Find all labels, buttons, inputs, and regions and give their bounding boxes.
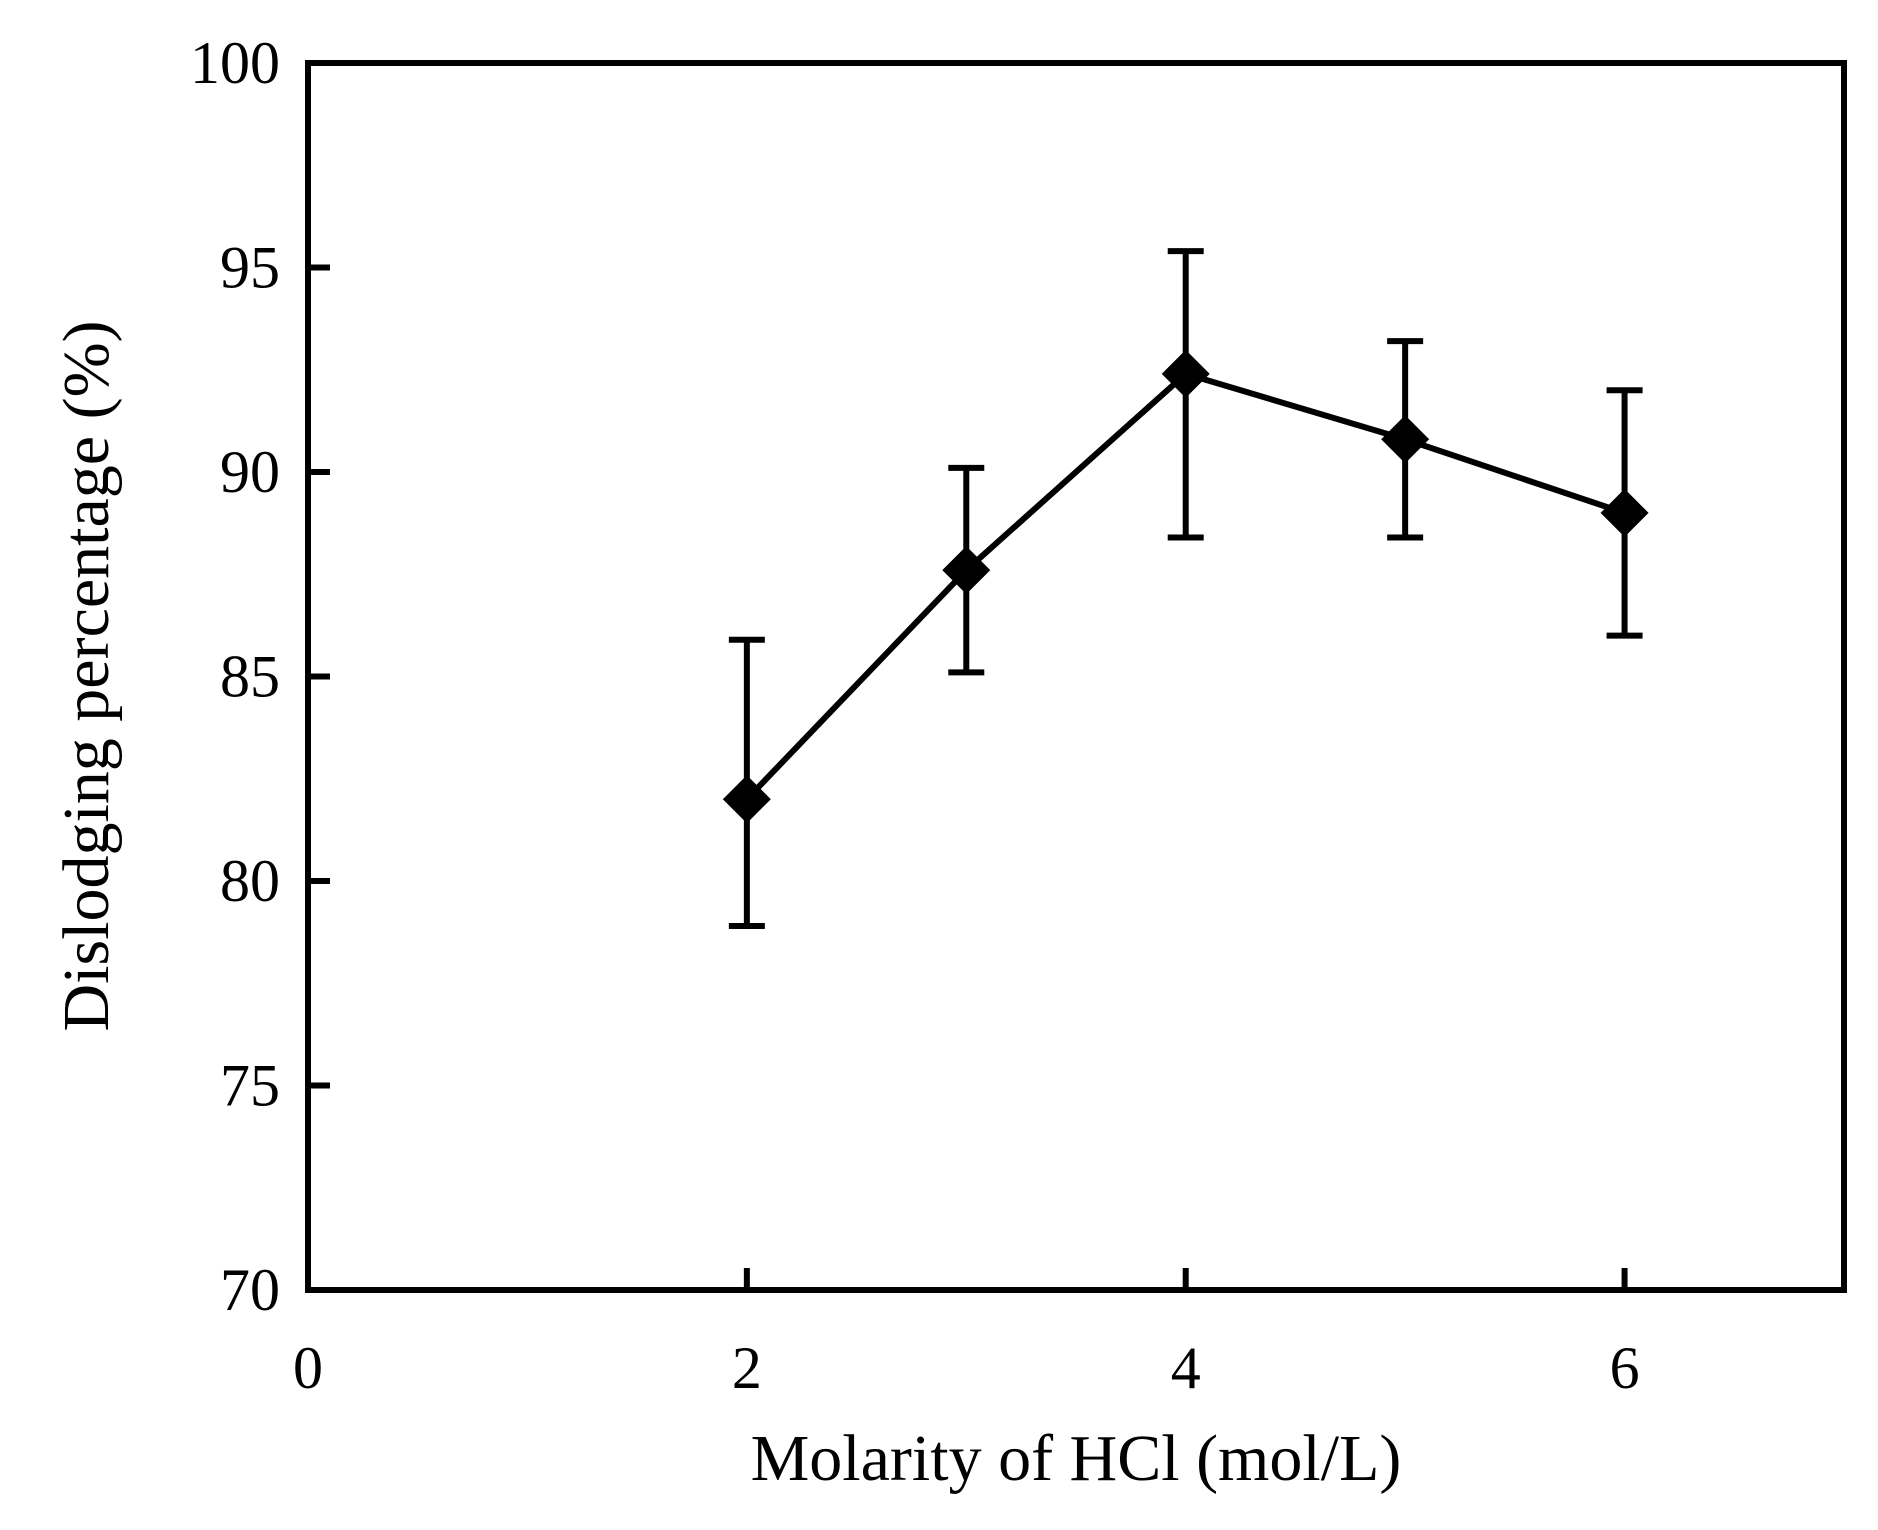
data-point-marker [722,775,771,824]
y-axis-ticks: 70 75 80 85 90 95 100 [190,30,330,1323]
data-point-marker [1381,415,1430,464]
x-tick-label: 4 [1171,1335,1201,1401]
y-axis-title: Dislodging percentage (%) [50,320,123,1031]
y-tick-label: 90 [220,439,280,505]
plot-frame [305,60,1847,1293]
y-tick-label: 95 [220,235,280,301]
y-tick-label: 75 [220,1053,280,1119]
y-tick-label: 100 [190,30,280,96]
y-tick-label: 80 [220,848,280,914]
data-point-marker [942,546,991,595]
y-tick-label: 70 [220,1257,280,1323]
x-tick-label: 6 [1610,1335,1640,1401]
data-markers [722,349,1649,824]
x-axis-ticks: 0 2 4 6 [293,1268,1640,1401]
x-tick-label: 0 [293,1335,323,1401]
data-point-marker [1600,488,1649,537]
x-tick-label: 2 [732,1335,762,1401]
data-point-marker [1161,349,1210,398]
y-tick-label: 85 [220,644,280,710]
x-axis-title: Molarity of HCl (mol/L) [751,1422,1402,1495]
